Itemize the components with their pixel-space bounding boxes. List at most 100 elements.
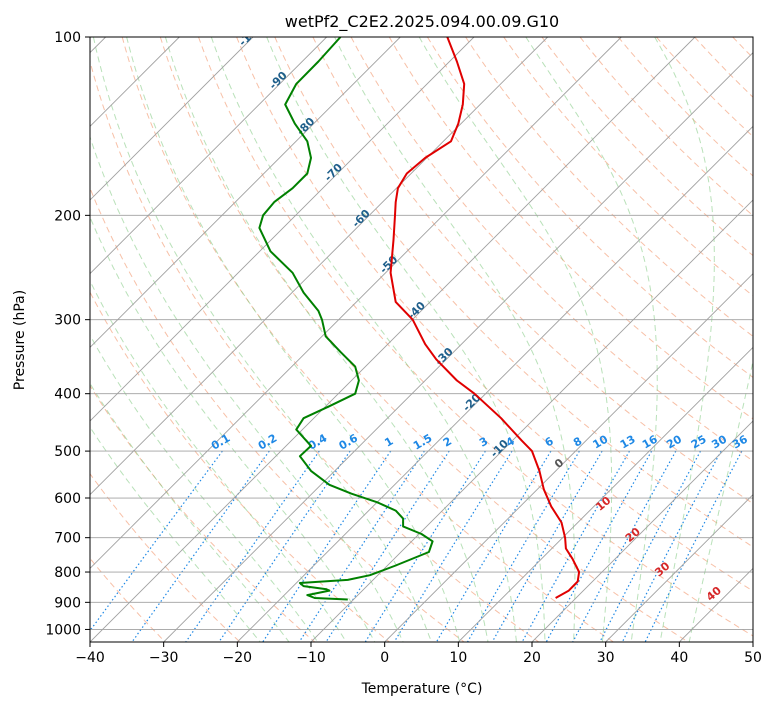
mixing-ratio-line xyxy=(131,450,270,642)
x-tick-label: 40 xyxy=(670,650,688,666)
profile-lines xyxy=(258,37,581,601)
dry-adiabat-line xyxy=(90,291,390,642)
mixing-ratio-label: 8 xyxy=(571,435,584,450)
mixing-ratio-label: 0.4 xyxy=(306,431,330,452)
dry-adiabat-line xyxy=(236,37,753,592)
isotherm-label: -40 xyxy=(405,299,428,322)
isotherm-line xyxy=(90,37,401,348)
mixing-ratio-label: 0.1 xyxy=(209,432,232,453)
isotherm-line xyxy=(237,125,753,642)
x-tick-label: −30 xyxy=(149,650,179,666)
moist-adiabat-line xyxy=(90,382,290,642)
chart-title: wetPf2_C2E2.2025.094.00.09.G10 xyxy=(285,12,559,32)
moist-adiabat-line xyxy=(90,135,404,642)
dry-adiabat-label: 10 xyxy=(593,494,613,514)
isotherm-line xyxy=(752,641,753,642)
moist-adiabat-line xyxy=(126,37,461,642)
y-tick-label: 100 xyxy=(54,30,81,46)
isotherm-line xyxy=(90,37,622,569)
dry-adiabat-line xyxy=(694,37,753,98)
moist-adiabat-line xyxy=(418,37,613,642)
moist-adiabat-line xyxy=(688,358,753,642)
dry-adiabat-line xyxy=(388,37,753,420)
mixing-ratio-line xyxy=(572,450,677,642)
isotherm-line xyxy=(90,37,475,422)
y-tick-label: 1000 xyxy=(45,622,81,638)
moist-adiabat-line xyxy=(210,37,517,642)
plot-frame xyxy=(89,36,754,643)
x-tick-label: 20 xyxy=(523,650,541,666)
isotherm-line xyxy=(90,37,696,642)
x-tick-label: 50 xyxy=(744,650,762,666)
moist-adiabat-line xyxy=(654,37,715,642)
y-tick-label: 500 xyxy=(54,444,81,460)
dry-adiabat-line xyxy=(274,37,753,548)
isotherm-line xyxy=(163,52,753,642)
dewpoint-profile-line xyxy=(258,37,434,601)
axes: −40 −30 −20 −10 0 10 20 30 40 5010020030040050060… xyxy=(45,30,762,666)
mixing-ratio-line xyxy=(599,450,702,642)
dry-adiabat-line xyxy=(350,37,753,462)
dry-adiabat-line xyxy=(465,37,753,338)
dry-adiabat-line xyxy=(90,384,316,642)
y-tick-label: 200 xyxy=(54,208,81,224)
mixing-ratio-line xyxy=(521,450,631,642)
dry-adiabat-line xyxy=(90,186,465,642)
moist-adiabat-line xyxy=(334,37,576,642)
mixing-ratio-line xyxy=(364,450,486,642)
mixing-ratio-line xyxy=(491,450,603,642)
y-tick-label: 700 xyxy=(54,531,81,547)
mixing-ratio-label: 6 xyxy=(543,434,556,449)
isotherm-label: -60 xyxy=(350,207,373,230)
y-tick-label: 400 xyxy=(54,387,81,403)
dry-adiabat-label: 20 xyxy=(623,525,643,545)
isopleth-labels: 0.1 0.2 0.4 0.6 1 1.5 2 3 4 6 8 10 13 16 20 25 30 36-100-… xyxy=(209,20,750,604)
y-tick-label: 600 xyxy=(54,491,81,507)
x-tick-label: 0 xyxy=(380,650,389,666)
isotherm-line xyxy=(90,37,254,201)
isotherm-line xyxy=(384,273,753,642)
mixing-ratio-line xyxy=(185,450,320,642)
x-tick-label: −40 xyxy=(75,650,105,666)
dry-adiabat-line xyxy=(732,37,753,59)
mixing-ratio-label: 20 xyxy=(664,432,684,451)
dry-adiabat-line xyxy=(90,557,166,642)
mixing-ratio-label: 30 xyxy=(709,432,729,451)
y-axis-label: Pressure (hPa) xyxy=(12,290,28,390)
temperature-profile-line xyxy=(389,37,581,599)
mixing-ratio-label: 1.5 xyxy=(411,432,434,453)
dry-adiabat-line xyxy=(159,37,689,642)
moist-adiabat-line xyxy=(90,334,319,642)
dry-adiabat-line xyxy=(541,37,753,257)
y-tick-label: 300 xyxy=(54,313,81,329)
dry-adiabat-line xyxy=(503,37,753,297)
isotherm-label: -90 xyxy=(267,69,290,92)
isotherm-line xyxy=(531,420,753,642)
y-tick-label: 900 xyxy=(54,595,81,611)
isotherm-label: -100 xyxy=(236,20,265,49)
mixing-ratio-line xyxy=(621,450,722,642)
x-tick-label: −20 xyxy=(223,650,253,666)
grid-layer xyxy=(90,37,753,642)
moist-adiabat-line xyxy=(164,37,489,642)
mixing-ratio-label: 3 xyxy=(477,435,490,450)
moist-adiabat-line xyxy=(525,37,658,642)
moist-adiabat-line xyxy=(90,215,376,642)
moist-adiabat-line xyxy=(92,37,432,642)
isotherm-line xyxy=(679,567,753,642)
mixing-ratio-line xyxy=(644,450,743,642)
x-axis-label: Temperature (°C) xyxy=(361,681,483,697)
mixing-ratio-line xyxy=(545,450,653,642)
moist-adiabat-line xyxy=(90,279,347,642)
isotherm-line xyxy=(458,346,753,642)
mixing-ratio-line xyxy=(298,450,425,642)
isotherm-label: -30 xyxy=(432,345,455,368)
mixing-ratio-line xyxy=(90,450,223,632)
mixing-ratio-line xyxy=(218,450,351,642)
y-tick-label: 800 xyxy=(54,565,81,581)
isotherm-line xyxy=(90,37,327,275)
dry-adiabat-line xyxy=(312,37,753,505)
mixing-ratio-line xyxy=(262,450,392,642)
